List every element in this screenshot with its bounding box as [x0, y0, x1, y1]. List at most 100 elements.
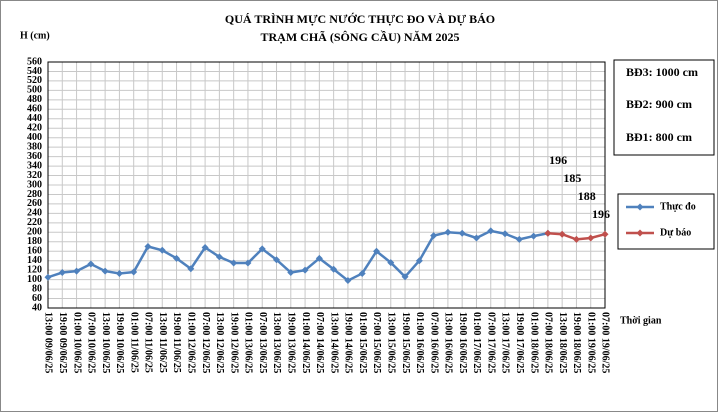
y-tick-label: 460: [27, 104, 42, 115]
point: [287, 269, 295, 277]
x-tick-label: 01:00 19/06/25: [585, 312, 596, 373]
x-tick-label: 01:00 18/06/25: [528, 312, 539, 373]
y-tick-label: 220: [27, 217, 42, 228]
point: [430, 232, 438, 240]
point: [515, 235, 523, 243]
point: [558, 230, 566, 238]
point: [387, 259, 395, 267]
chart-subtitle: TRẠM CHÃ (SÔNG CẦU) NĂM 2025: [261, 29, 460, 44]
y-tick-label: 200: [27, 227, 42, 238]
point: [101, 267, 109, 275]
x-tick-label: 13:00 09/06/25: [43, 312, 54, 373]
x-tick-label: 07:00 14/06/25: [314, 312, 325, 373]
point: [230, 259, 238, 267]
point: [401, 273, 409, 281]
y-tick-label: 60: [32, 293, 42, 304]
point: [215, 253, 223, 261]
x-tick-label: 13:00 11/06/25: [157, 312, 168, 373]
annotation: BĐ2: 900 cm: [626, 97, 692, 111]
y-tick-label: 160: [27, 246, 42, 257]
x-tick-label: 07:00 18/06/25: [543, 312, 554, 373]
x-tick-label: 19:00 12/06/25: [228, 312, 239, 373]
x-tick-label: 07:00 10/06/25: [86, 312, 97, 373]
point: [158, 246, 166, 254]
legend: [617, 193, 715, 250]
y-tick-label: 340: [27, 160, 42, 171]
x-tick-label: 07:00 17/06/25: [485, 312, 496, 373]
x-tick-label: 19:00 16/06/25: [457, 312, 468, 373]
point: [130, 268, 138, 276]
y-tick-label: 80: [32, 283, 42, 294]
y-tick-label: 320: [27, 170, 42, 181]
x-tick-label: 01:00 16/06/25: [414, 312, 425, 373]
y-tick-label: 400: [27, 132, 42, 143]
point: [458, 229, 466, 237]
chart-title: QUÁ TRÌNH MỰC NƯỚC THỰC ĐO VÀ DỰ BÁO: [225, 12, 495, 26]
y-tick-label: 420: [27, 123, 42, 134]
x-axis-label: Thời gian: [620, 315, 662, 326]
point: [301, 266, 309, 274]
point: [244, 259, 252, 267]
x-tick-label: 01:00 17/06/25: [471, 312, 482, 373]
x-tick-label: 19:00 10/06/25: [114, 312, 125, 373]
point: [201, 243, 209, 251]
x-tick-label: 07:00 12/06/25: [200, 312, 211, 373]
y-tick-label: 140: [27, 255, 42, 266]
x-tick-label: 13:00 16/06/25: [443, 312, 454, 373]
point: [572, 235, 580, 243]
legend-marker: [636, 229, 644, 237]
point: [144, 243, 152, 250]
x-tick-label: 13:00 18/06/25: [557, 312, 568, 373]
y-tick-label: 240: [27, 208, 42, 219]
point: [344, 277, 352, 285]
point: [73, 267, 81, 275]
x-tick-label: 01:00 11/06/25: [128, 312, 139, 373]
y-tick-label: 300: [27, 179, 42, 190]
point: [358, 269, 366, 277]
x-tick-label: 07:00 13/06/25: [257, 312, 268, 373]
point: [187, 265, 195, 273]
point: [472, 234, 480, 242]
x-tick-label: 07:00 15/06/25: [371, 312, 382, 373]
y-axis-label: H (cm): [20, 30, 50, 41]
point: [544, 229, 552, 237]
annotation: BĐ1: 800 cm: [626, 130, 692, 144]
data-label: 196: [592, 207, 610, 221]
data-label: 185: [563, 171, 581, 185]
x-tick-label: 13:00 15/06/25: [385, 312, 396, 373]
point: [444, 228, 452, 236]
x-tick-label: 07:00 11/06/25: [143, 312, 154, 373]
y-tick-label: 280: [27, 189, 42, 200]
y-tick-label: 440: [27, 113, 42, 124]
x-tick-label: 19:00 09/06/25: [57, 312, 68, 373]
point: [258, 245, 266, 253]
alarm-box: [613, 59, 715, 156]
point: [173, 254, 181, 262]
y-tick-label: 180: [27, 236, 42, 247]
x-tick-label: 01:00 12/06/25: [186, 312, 197, 373]
point: [58, 269, 66, 277]
x-tick-label: 13:00 14/06/25: [328, 312, 339, 373]
point: [44, 273, 52, 281]
x-tick-label: 19:00 13/06/25: [285, 312, 296, 373]
point: [372, 247, 380, 255]
y-tick-label: 360: [27, 151, 42, 162]
point: [415, 257, 423, 265]
point: [330, 265, 338, 273]
point: [115, 269, 123, 277]
x-tick-label: 19:00 17/06/25: [514, 312, 525, 373]
y-tick-label: 380: [27, 141, 42, 152]
x-tick-label: 01:00 10/06/25: [71, 312, 82, 373]
data-label: 188: [578, 189, 596, 203]
x-tick-label: 01:00 15/06/25: [357, 312, 368, 373]
y-tick-label: 480: [27, 94, 42, 105]
plot-border: [47, 61, 606, 309]
legend-label: Thực đo: [660, 201, 696, 212]
point: [487, 227, 495, 235]
x-tick-label: 19:00 18/06/25: [571, 312, 582, 373]
point: [501, 230, 509, 238]
y-tick-label: 560: [27, 56, 42, 67]
legend-label: Dự báo: [660, 227, 691, 238]
